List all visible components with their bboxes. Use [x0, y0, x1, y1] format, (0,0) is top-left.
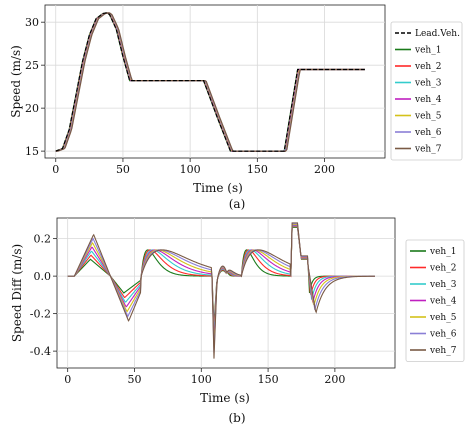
series-line-veh_2 — [55, 12, 365, 152]
x-tick-label: 50 — [116, 163, 130, 176]
y-tick-label: 20 — [25, 102, 39, 115]
series-line-veh_2 — [67, 226, 375, 331]
series-line-veh_3 — [67, 225, 375, 337]
chart-a-caption: (a) — [229, 197, 246, 211]
x-tick-label: 200 — [324, 373, 345, 386]
legend-entry: veh_5 — [414, 112, 442, 122]
y-tick-label: 30 — [25, 16, 39, 29]
legend-entry: veh_1 — [414, 46, 441, 56]
legend-entry: veh_2 — [414, 62, 441, 72]
y-tick-label: 15 — [25, 145, 39, 158]
series-line-veh_7 — [55, 12, 365, 152]
legend-entry: veh_4 — [429, 297, 457, 307]
chart-b-y-axis-label: Speed Diff (m/s) — [10, 244, 24, 342]
series-line-veh_4 — [55, 12, 365, 152]
series-line-veh_6 — [55, 12, 365, 152]
legend-entry: veh_7 — [429, 346, 457, 356]
chart-a: 0 50 100 150 200 15 20 25 30 Time (s) Speed (m/… — [9, 4, 463, 211]
chart-a-legend: Lead.Veh. veh_1 veh_2 veh_3 veh_4 veh_5 veh_6v… — [390, 21, 463, 161]
x-tick-label: 150 — [247, 163, 268, 176]
chart-a-y-ticks: 15 20 25 30 — [25, 16, 45, 158]
series-line-lead — [55, 12, 365, 152]
legend-entry: veh_1 — [429, 247, 456, 257]
chart-b-x-ticks: 0 50 100 150 200 — [64, 368, 345, 386]
y-tick-label: -0.2 — [30, 308, 51, 321]
x-tick-label: 50 — [127, 373, 141, 386]
legend-entry: veh_7 — [414, 145, 442, 155]
series-line-veh_5 — [67, 223, 375, 348]
chart-a-x-ticks: 0 50 100 150 200 — [52, 158, 335, 176]
legend-entry: veh_2 — [429, 264, 456, 274]
legend-box — [390, 21, 463, 161]
chart-b-x-axis-label: Time (s) — [200, 391, 250, 405]
y-tick-label: 25 — [25, 59, 39, 72]
series-line-veh_5 — [55, 12, 365, 152]
x-tick-label: 100 — [180, 163, 201, 176]
x-tick-label: 200 — [314, 163, 335, 176]
series-line-veh_6 — [67, 223, 375, 354]
legend-entry: veh_5 — [429, 313, 457, 323]
series-line-veh_3 — [55, 12, 365, 152]
x-tick-label: 0 — [52, 163, 59, 176]
x-tick-label: 100 — [191, 373, 212, 386]
chart-a-plot-frame — [44, 4, 386, 159]
chart-b-legend: veh_1 veh_2 veh_3 veh_4 veh_5 veh_6 veh_7 — [405, 239, 465, 362]
chart-a-grid — [45, 5, 385, 158]
legend-entry: veh_6 — [414, 128, 442, 138]
x-tick-label: 150 — [258, 373, 279, 386]
series-line-veh_7 — [67, 222, 376, 359]
chart-b-grid — [57, 218, 395, 368]
y-tick-label: -0.4 — [30, 345, 51, 358]
legend-entry: Lead.Veh. — [415, 29, 460, 39]
legend-entry: veh_4 — [414, 95, 442, 105]
legend-entry: veh_3 — [414, 79, 442, 89]
y-tick-label: 0.2 — [34, 233, 52, 246]
chart-a-x-axis-label: Time (s) — [193, 181, 243, 195]
x-tick-label: 0 — [64, 373, 71, 386]
chart-b-series-lines — [67, 222, 376, 359]
y-tick-label: 0.0 — [34, 270, 52, 283]
chart-a-y-axis-label: Speed (m/s) — [9, 45, 23, 118]
chart-b-caption: (b) — [228, 411, 245, 425]
chart-b: 0 50 100 150 200 -0.4 -0.2 0.0 0.2 Time (s) Spe… — [10, 217, 465, 425]
legend-entry: veh_6 — [429, 330, 457, 340]
chart-b-y-ticks: -0.4 -0.2 0.0 0.2 — [30, 233, 57, 358]
series-line-veh_1 — [55, 12, 365, 152]
legend-box — [405, 239, 465, 362]
legend-entry: veh_3 — [429, 280, 457, 290]
chart-a-series-lines — [55, 12, 365, 152]
chart-b-plot-frame — [56, 217, 396, 369]
